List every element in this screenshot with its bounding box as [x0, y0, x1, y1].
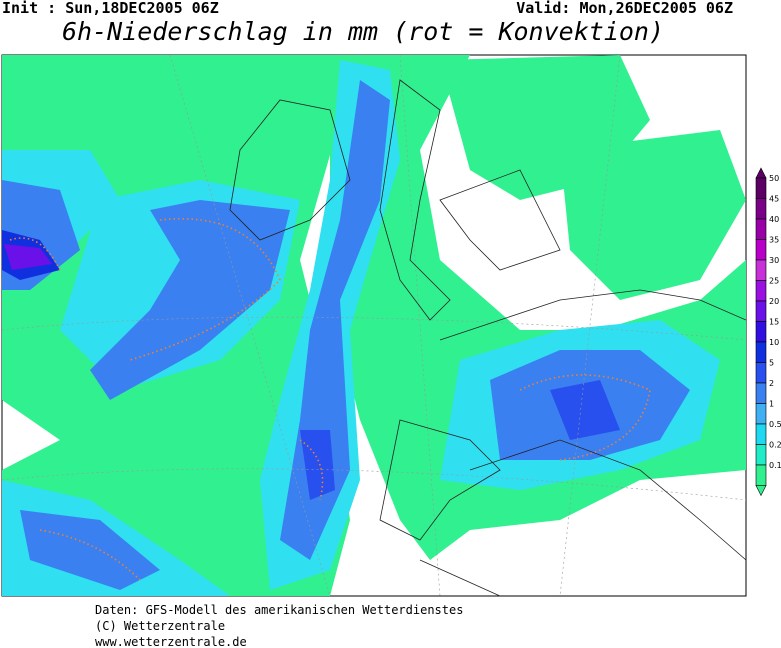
colorbar-swatch	[755, 239, 767, 261]
colorbar-label: 35	[769, 236, 779, 245]
colorbar-swatch	[755, 382, 767, 404]
colorbar-swatch	[755, 423, 767, 445]
colorbar-label: 10	[769, 338, 779, 347]
colorbar-swatch	[755, 362, 767, 384]
colorbar: 50 45 40 35 30 25 20 15 10 5 2 1 0.5 0.2 0.1	[755, 167, 781, 497]
colorbar-swatch	[755, 259, 767, 281]
colorbar-label: 0.1	[769, 461, 781, 470]
colorbar-swatch	[755, 403, 767, 425]
colorbar-swatch	[755, 280, 767, 302]
colorbar-swatch	[755, 444, 767, 466]
colorbar-label: 2	[769, 379, 774, 388]
colorbar-label: 15	[769, 318, 779, 327]
colorbar-label: 50	[769, 174, 779, 183]
colorbar-swatch	[755, 464, 767, 486]
footer-line: Daten: GFS-Modell des amerikanischen Wet…	[95, 603, 463, 617]
colorbar-swatch	[755, 218, 767, 240]
colorbar-swatch	[755, 177, 767, 199]
colorbar-label: 5	[769, 359, 774, 368]
colorbar-label: 25	[769, 277, 779, 286]
colorbar-arrow	[755, 167, 767, 179]
colorbar-swatch	[755, 198, 767, 220]
map	[1, 54, 747, 597]
colorbar-label: 0.5	[769, 420, 781, 429]
colorbar-swatch	[755, 341, 767, 363]
colorbar-label: 0.2	[769, 441, 781, 450]
colorbar-arrow	[755, 485, 767, 497]
colorbar-swatch	[755, 300, 767, 322]
colorbar-label: 30	[769, 256, 779, 265]
colorbar-label: 1	[769, 400, 774, 409]
init-time: Init : Sun,18DEC2005 06Z	[2, 0, 219, 17]
valid-time: Valid: Mon,26DEC2005 06Z	[516, 0, 733, 17]
colorbar-label: 40	[769, 215, 779, 224]
footer-line: (C) Wetterzentrale	[95, 619, 225, 633]
map-title: 6h-Niederschlag in mm (rot = Konvektion)	[62, 17, 664, 46]
colorbar-swatch	[755, 321, 767, 343]
colorbar-label: 45	[769, 195, 779, 204]
colorbar-label: 20	[769, 297, 779, 306]
footer-line: www.wetterzentrale.de	[95, 635, 247, 648]
